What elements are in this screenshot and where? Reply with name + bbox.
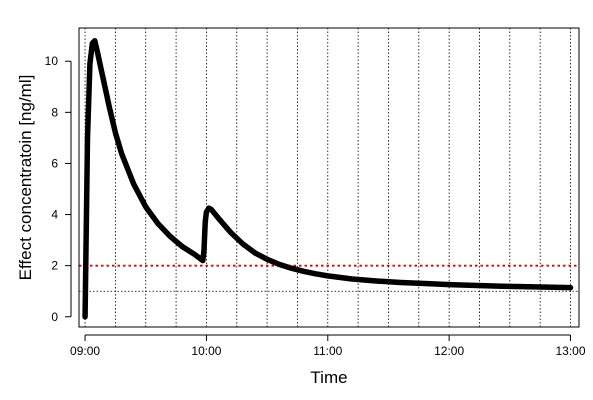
x-axis-title: Time xyxy=(310,368,347,387)
y-tick-label: 4 xyxy=(51,208,58,222)
plot-frame xyxy=(78,27,580,328)
x-tick-label: 10:00 xyxy=(191,344,221,358)
x-tick-label: 09:00 xyxy=(70,344,100,358)
y-axis: 0 2 4 6 8 10 xyxy=(45,54,72,324)
y-tick-label: 10 xyxy=(45,54,59,68)
grid-layer xyxy=(84,28,571,327)
y-tick-label: 0 xyxy=(51,310,58,324)
x-axis: 09:00 10:00 11:00 12:00 13:00 xyxy=(70,334,586,358)
y-tick-label: 6 xyxy=(51,156,58,170)
x-tick-label: 11:00 xyxy=(313,344,342,358)
series-line xyxy=(82,38,574,320)
x-tick-label: 13:00 xyxy=(555,344,585,358)
y-tick-label: 2 xyxy=(51,259,58,273)
x-tick-label: 12:00 xyxy=(434,344,464,358)
series-layer xyxy=(82,38,574,320)
reference-lines xyxy=(79,264,579,292)
y-axis-title: Effect concentratoin [ng/ml] xyxy=(16,75,35,281)
y-tick-label: 8 xyxy=(51,105,58,119)
